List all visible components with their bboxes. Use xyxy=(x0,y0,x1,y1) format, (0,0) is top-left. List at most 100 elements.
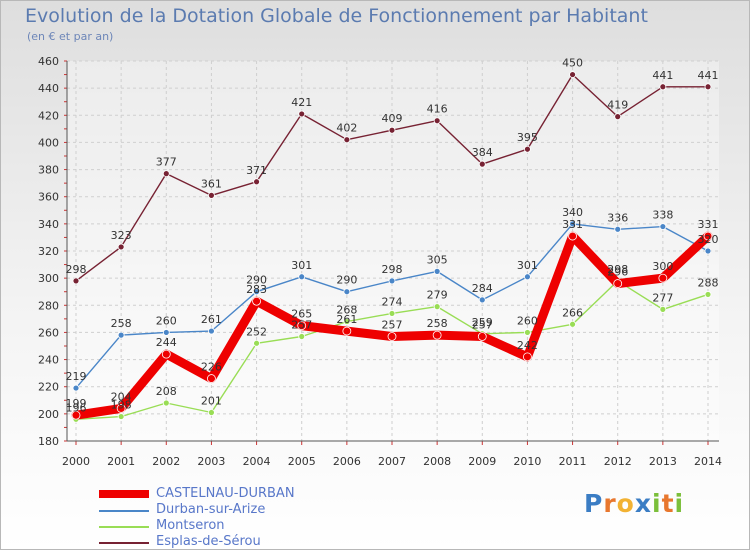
data-label-castelnau-durban: 244 xyxy=(156,336,177,349)
x-tick-label: 2014 xyxy=(694,455,722,468)
legend-label-montseron: Montseron xyxy=(156,518,225,533)
data-label-montseron: 277 xyxy=(652,291,673,304)
x-tick-label: 2003 xyxy=(197,455,225,468)
data-label-castelnau-durban: 257 xyxy=(382,319,403,332)
legend-label-castelnau-durban: CASTELNAU-DURBAN xyxy=(156,486,295,501)
data-point-castelnau-durban xyxy=(161,349,171,359)
data-point-esplas-de-serou xyxy=(388,126,396,134)
x-tick-label: 2013 xyxy=(649,455,677,468)
y-tick-label: 200 xyxy=(38,408,59,421)
data-label-esplas-de-serou: 402 xyxy=(336,122,357,135)
data-label-esplas-de-serou: 371 xyxy=(246,164,267,177)
x-tick-label: 2004 xyxy=(243,455,271,468)
data-point-esplas-de-serou xyxy=(253,178,260,186)
data-label-castelnau-durban: 257 xyxy=(472,319,493,332)
data-point-durban-sur-arize xyxy=(298,273,306,281)
x-tick-label: 2010 xyxy=(513,455,541,468)
data-point-durban-sur-arize xyxy=(388,277,396,285)
data-point-castelnau-durban xyxy=(432,330,442,340)
data-point-castelnau-durban xyxy=(116,404,126,413)
y-tick-label: 420 xyxy=(38,109,59,122)
data-label-montseron: 198 xyxy=(111,399,132,412)
data-point-montseron xyxy=(659,305,667,313)
data-point-durban-sur-arize xyxy=(569,220,576,228)
data-label-castelnau-durban: 199 xyxy=(66,397,87,410)
data-label-esplas-de-serou: 323 xyxy=(111,229,132,242)
data-point-montseron xyxy=(343,318,351,325)
data-label-esplas-de-serou: 419 xyxy=(607,99,628,112)
data-point-esplas-de-serou xyxy=(208,191,215,199)
data-label-durban-sur-arize: 336 xyxy=(607,211,628,224)
data-label-montseron: 196 xyxy=(66,401,87,414)
logo-letter: r xyxy=(603,489,617,518)
data-label-durban-sur-arize: 290 xyxy=(336,274,357,287)
data-label-montseron: 208 xyxy=(156,385,177,398)
logo-letter: i xyxy=(674,489,685,518)
y-tick-label: 400 xyxy=(38,136,59,149)
y-tick-label: 460 xyxy=(38,55,59,68)
data-point-esplas-de-serou xyxy=(659,83,667,91)
y-tick-label: 220 xyxy=(38,381,59,394)
x-tick-label: 2008 xyxy=(423,455,451,468)
x-tick-label: 2005 xyxy=(288,455,316,468)
legend-swatch-montseron xyxy=(99,526,149,528)
data-label-castelnau-durban: 204 xyxy=(111,390,132,403)
data-point-esplas-de-serou xyxy=(298,110,306,118)
data-point-esplas-de-serou xyxy=(433,117,441,125)
data-point-durban-sur-arize xyxy=(343,288,351,296)
data-point-montseron xyxy=(433,303,441,311)
data-label-esplas-de-serou: 421 xyxy=(291,96,312,109)
y-tick-label: 180 xyxy=(38,435,59,448)
data-label-esplas-de-serou: 384 xyxy=(472,146,493,159)
data-label-esplas-de-serou: 409 xyxy=(382,112,403,125)
data-point-castelnau-durban xyxy=(703,231,713,241)
data-point-castelnau-durban xyxy=(477,332,487,341)
y-tick-label: 280 xyxy=(38,299,59,312)
data-label-esplas-de-serou: 395 xyxy=(517,131,538,144)
data-label-durban-sur-arize: 305 xyxy=(427,253,448,266)
data-label-durban-sur-arize: 284 xyxy=(472,282,493,295)
data-point-esplas-de-serou xyxy=(569,71,576,78)
legend-label-durban-sur-arize: Durban-sur-Arize xyxy=(156,502,266,517)
x-tick-label: 2006 xyxy=(333,455,361,468)
data-point-castelnau-durban xyxy=(252,296,261,306)
data-label-montseron: 260 xyxy=(517,314,538,327)
y-tick-label: 240 xyxy=(38,354,59,367)
data-point-castelnau-durban xyxy=(658,273,668,283)
data-label-esplas-de-serou: 450 xyxy=(562,57,583,70)
data-label-castelnau-durban: 331 xyxy=(562,218,583,231)
data-point-montseron xyxy=(524,329,531,336)
y-tick-label: 320 xyxy=(38,245,59,258)
data-point-durban-sur-arize xyxy=(478,296,486,304)
y-tick-label: 340 xyxy=(38,218,59,231)
data-point-esplas-de-serou xyxy=(343,136,351,144)
data-point-durban-sur-arize xyxy=(208,327,215,335)
data-label-montseron: 252 xyxy=(246,325,267,338)
legend-label-esplas-de-serou: Esplas-de-Sérou xyxy=(156,534,261,549)
data-point-esplas-de-serou xyxy=(524,145,531,153)
x-tick-label: 2011 xyxy=(559,455,587,468)
data-point-montseron xyxy=(253,339,260,347)
y-tick-label: 300 xyxy=(38,272,59,285)
legend-swatch-durban-sur-arize xyxy=(99,510,149,512)
proxiti-logo: Proxiti xyxy=(584,489,684,518)
data-point-esplas-de-serou xyxy=(117,243,125,251)
data-label-castelnau-durban: 226 xyxy=(201,361,222,374)
data-point-castelnau-durban xyxy=(523,352,532,362)
data-label-durban-sur-arize: 258 xyxy=(111,317,132,330)
data-point-montseron xyxy=(704,291,712,298)
data-label-montseron: 274 xyxy=(382,295,403,308)
data-label-montseron: 279 xyxy=(427,289,448,302)
x-tick-label: 2009 xyxy=(468,455,496,468)
y-tick-label: 440 xyxy=(38,82,59,95)
data-point-durban-sur-arize xyxy=(524,273,531,281)
data-point-castelnau-durban xyxy=(387,332,397,341)
data-label-durban-sur-arize: 261 xyxy=(201,313,222,326)
data-label-durban-sur-arize: 301 xyxy=(517,259,538,272)
data-label-castelnau-durban: 296 xyxy=(607,266,628,279)
data-label-durban-sur-arize: 219 xyxy=(66,370,87,383)
x-tick-label: 2007 xyxy=(378,455,406,468)
data-label-montseron: 288 xyxy=(698,276,719,289)
data-point-montseron xyxy=(388,310,396,317)
